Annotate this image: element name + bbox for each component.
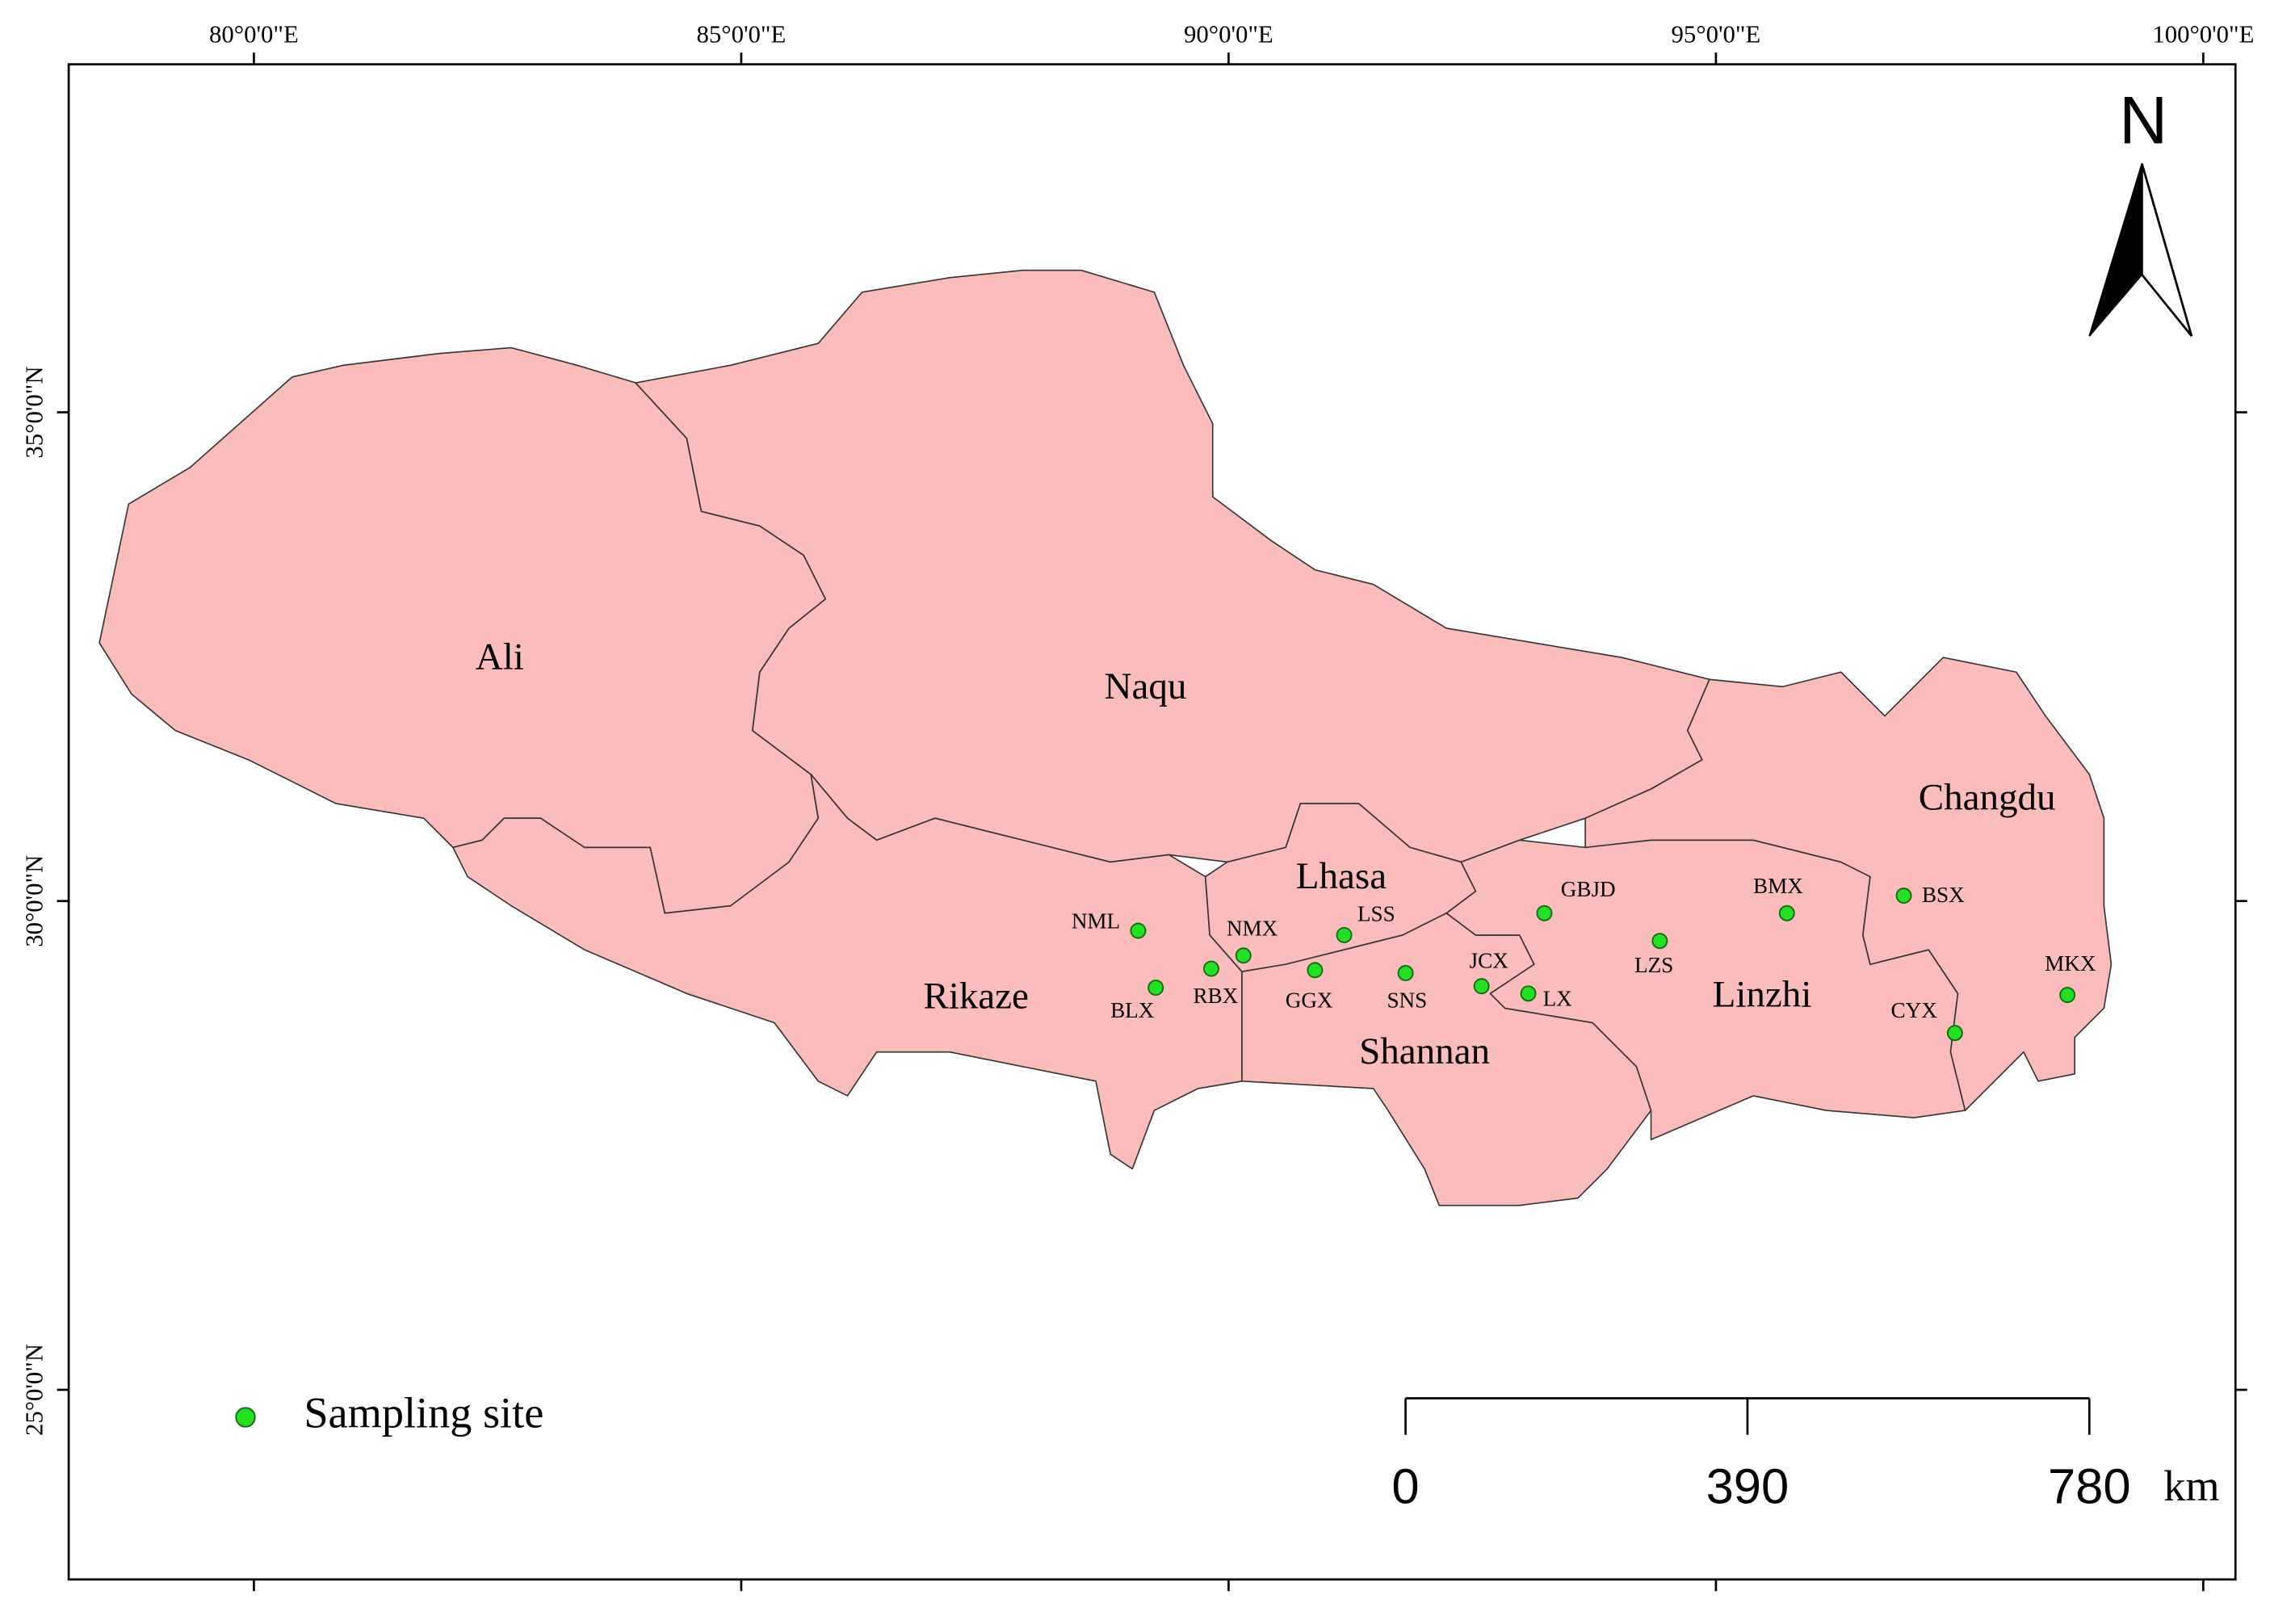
x-tick-label: 90°0'0"E bbox=[1184, 20, 1273, 48]
scale-bar: 0 390 780 km bbox=[1391, 1397, 2220, 1515]
regions bbox=[99, 269, 2113, 1206]
site-label: JCX bbox=[1470, 949, 1509, 973]
site-dot bbox=[1235, 947, 1252, 964]
y-tick-label: 30°0'0"N bbox=[20, 855, 48, 947]
sites: NML NMX LSS RBX BLX GGX SNS JCX LX GBJD … bbox=[1072, 874, 2096, 1042]
region-label: Rikaze bbox=[923, 975, 1029, 1017]
site-dot bbox=[1307, 962, 1324, 979]
site-label: LZS bbox=[1634, 953, 1673, 977]
site-label: NMX bbox=[1227, 917, 1278, 941]
site-dot bbox=[1473, 978, 1490, 995]
site-dot bbox=[1397, 965, 1414, 981]
site-label: GGX bbox=[1286, 988, 1333, 1012]
site-label: LX bbox=[1543, 987, 1573, 1011]
site-dot bbox=[1336, 926, 1353, 943]
site-label: LSS bbox=[1357, 902, 1395, 926]
north-arrow-right bbox=[2141, 163, 2193, 337]
x-tick-label: 95°0'0"E bbox=[1672, 20, 1761, 48]
x-tick-label: 100°0'0"E bbox=[2152, 20, 2254, 48]
region-label: Ali bbox=[476, 636, 524, 678]
site-dot bbox=[1778, 904, 1795, 921]
scale-unit: km bbox=[2163, 1462, 2219, 1510]
y-tick-label: 35°0'0"N bbox=[20, 366, 48, 458]
site-dot bbox=[1520, 985, 1537, 1002]
legend-marker bbox=[235, 1407, 256, 1428]
region-label: Lhasa bbox=[1296, 855, 1387, 897]
site-label: GBJD bbox=[1561, 877, 1616, 901]
x-tick-label: 80°0'0"E bbox=[209, 20, 299, 48]
site-dot bbox=[1895, 888, 1912, 904]
site-label: BMX bbox=[1753, 874, 1803, 898]
legend-label: Sampling site bbox=[304, 1388, 543, 1437]
region-label: Naqu bbox=[1105, 665, 1187, 707]
site-dot bbox=[1130, 922, 1147, 939]
site-dot bbox=[1202, 960, 1219, 977]
site-dot bbox=[1536, 904, 1553, 921]
region-changdu bbox=[1584, 657, 2113, 1111]
scale-label: 390 bbox=[1706, 1459, 1790, 1515]
region-label: Linzhi bbox=[1713, 974, 1812, 1016]
site-dot bbox=[2059, 987, 2076, 1004]
site-label: BSX bbox=[1922, 883, 1965, 907]
site-dot bbox=[1148, 980, 1164, 997]
site-label: NML bbox=[1072, 909, 1120, 934]
site-label: SNS bbox=[1387, 988, 1427, 1012]
region-label: Shannan bbox=[1359, 1030, 1490, 1072]
site-label: BLX bbox=[1110, 998, 1155, 1022]
north-arrow: N bbox=[2088, 83, 2193, 337]
site-label: MKX bbox=[2045, 951, 2096, 976]
y-tick-label: 25°0'0"N bbox=[20, 1344, 48, 1436]
x-tick-label: 85°0'0"E bbox=[697, 20, 787, 48]
north-label: N bbox=[2119, 83, 2167, 158]
scale-label: 780 bbox=[2048, 1459, 2131, 1515]
region-label: Changdu bbox=[1919, 776, 2056, 818]
site-dot bbox=[1946, 1025, 1963, 1042]
site-label: CYX bbox=[1891, 998, 1938, 1022]
site-dot bbox=[1651, 933, 1668, 950]
scale-label: 0 bbox=[1391, 1459, 1419, 1515]
site-label: RBX bbox=[1193, 984, 1238, 1008]
